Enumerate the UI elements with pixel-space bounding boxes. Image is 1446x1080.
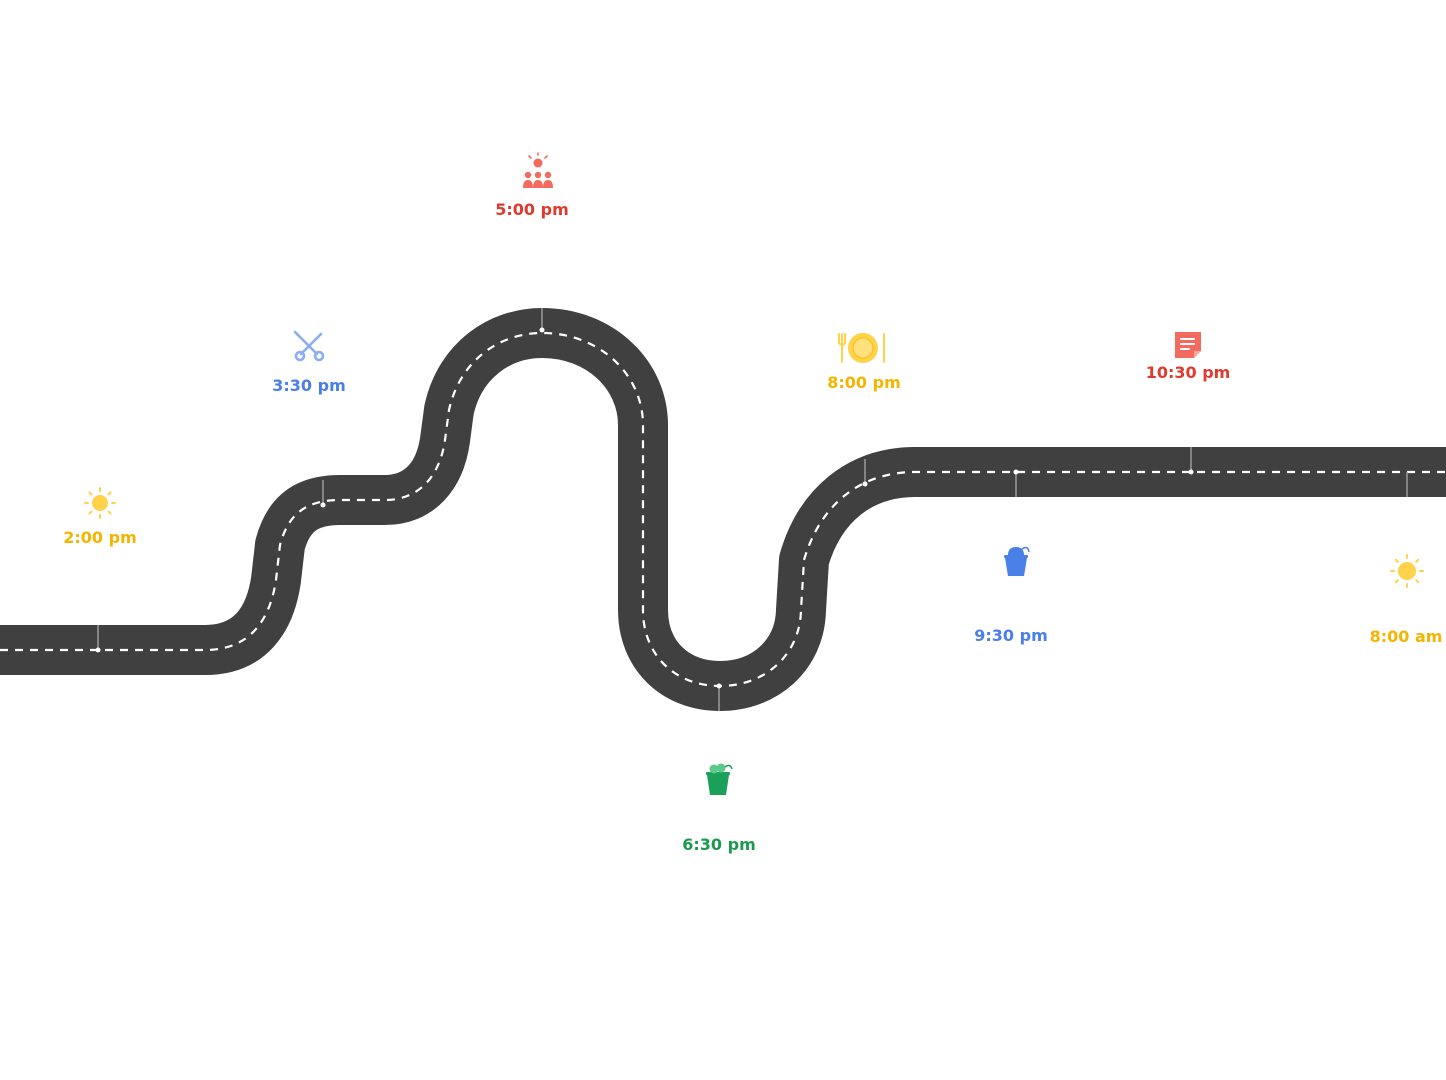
lane-divider [0, 331, 1446, 688]
dinner-icon [838, 333, 885, 363]
stop-marker [320, 502, 326, 508]
notes-icon [1175, 332, 1201, 358]
stop-2pm: 2:00 pm [63, 487, 137, 653]
stop-marker [1188, 469, 1194, 475]
stop-time-label: 6:30 pm [682, 835, 756, 854]
stop-5pm: 5:00 pm [495, 152, 569, 333]
stop-330pm: 3:30 pm [272, 330, 346, 508]
team-icon [523, 152, 553, 188]
tools-icon [293, 330, 325, 362]
stop-marker [862, 481, 868, 487]
snack-cup-icon [706, 763, 733, 795]
stop-marker [716, 683, 722, 689]
stop-time-label: 8:00 pm [827, 373, 901, 392]
stop-8pm: 8:00 pm [827, 333, 901, 487]
road-surface [0, 308, 1446, 711]
stop-time-label: 2:00 pm [63, 528, 137, 547]
stop-time-label: 8:00 am [1370, 627, 1443, 646]
sun-icon [84, 487, 116, 519]
stop-marker [1013, 469, 1019, 475]
stop-time-label: 10:30 pm [1146, 363, 1231, 382]
stop-630pm: 6:30 pm [682, 683, 756, 854]
sun-icon [1390, 554, 1424, 588]
stop-time-label: 9:30 pm [974, 626, 1048, 645]
stop-1030pm: 10:30 pm [1146, 332, 1231, 475]
snack-cup-icon [1004, 546, 1030, 576]
stop-time-label: 3:30 pm [272, 376, 346, 395]
stop-time-label: 5:00 pm [495, 200, 569, 219]
stop-marker [539, 327, 545, 333]
winding-road [0, 308, 1446, 711]
stop-930pm: 9:30 pm [974, 469, 1048, 645]
stop-8am: 8:00 am [1370, 472, 1443, 646]
stop-marker [95, 647, 101, 653]
